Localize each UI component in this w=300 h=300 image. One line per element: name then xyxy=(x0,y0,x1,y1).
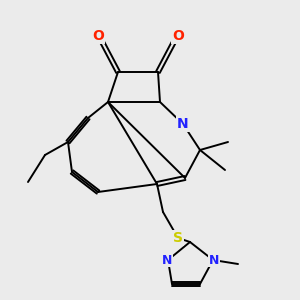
Text: O: O xyxy=(92,29,104,43)
Text: N: N xyxy=(177,117,189,131)
Text: O: O xyxy=(172,29,184,43)
Text: S: S xyxy=(173,231,183,245)
Text: N: N xyxy=(162,254,172,266)
Text: N: N xyxy=(209,254,219,266)
